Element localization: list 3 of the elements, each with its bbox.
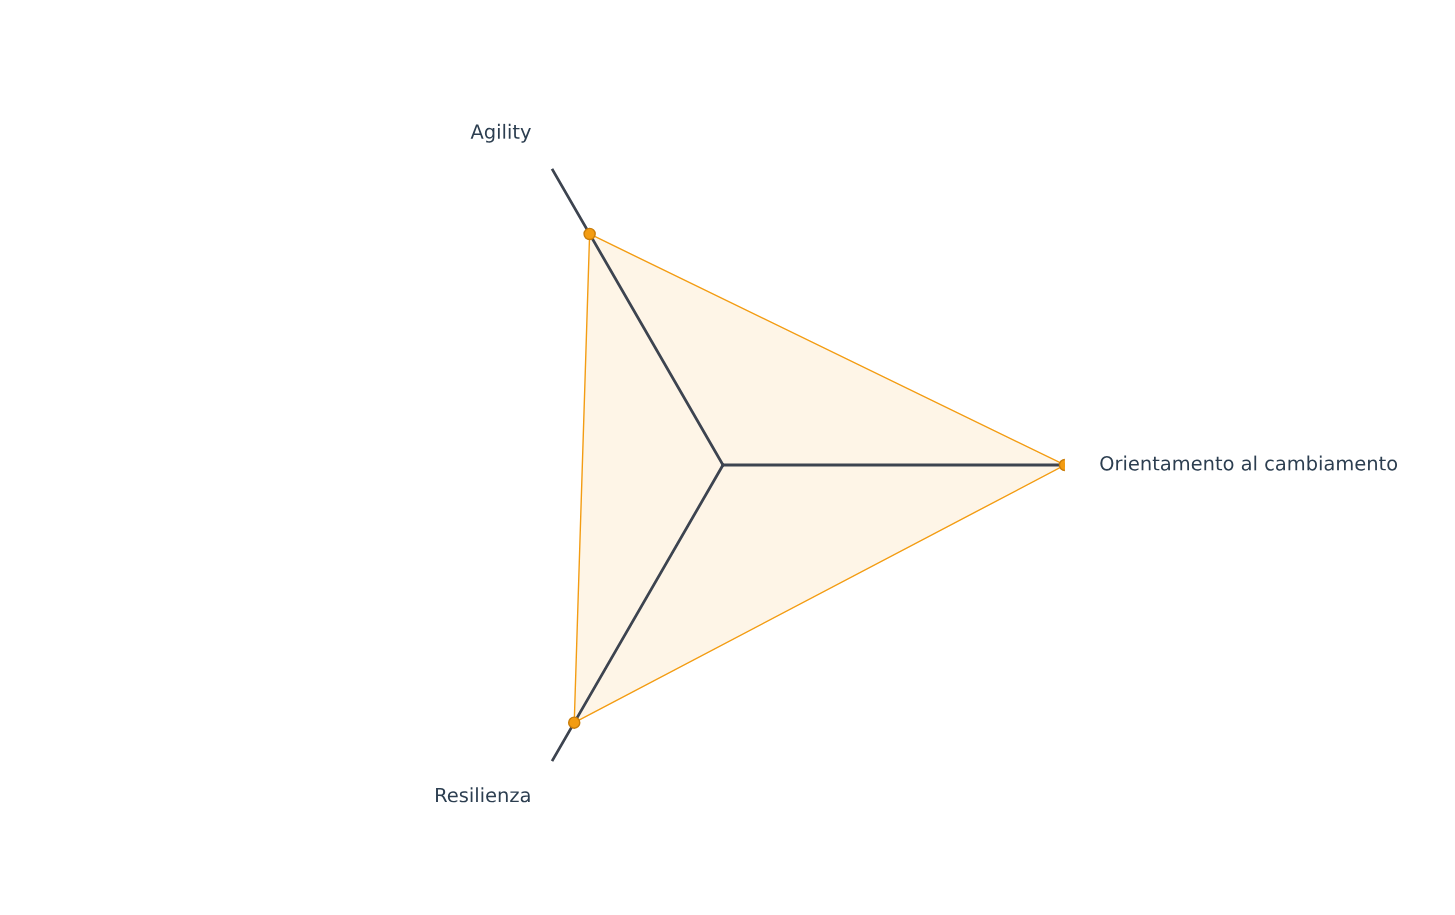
spoke-label: Agility: [470, 123, 531, 143]
spoke-label: Orientamento al cambiamento: [1100, 455, 1398, 471]
spoke-label: Resilienza: [436, 787, 530, 803]
